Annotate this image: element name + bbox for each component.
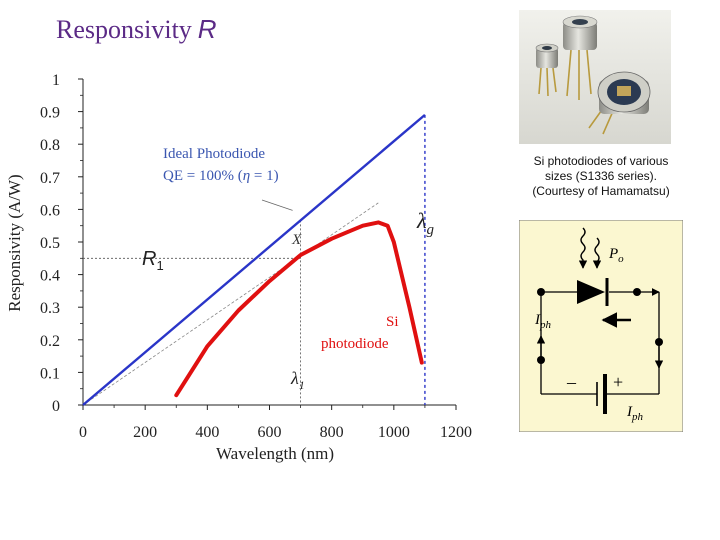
lambda-g-subscript: g <box>427 222 435 238</box>
photodiode-symbol-icon <box>577 278 609 306</box>
quantum-efficiency-label: QE = 100% (η = 1) <box>163 168 279 184</box>
lambda-symbol: λ <box>416 208 427 233</box>
si-label: Si <box>386 314 399 330</box>
chart-labels: Wavelength (nm) Responsivity (A/W) Ideal… <box>5 146 435 463</box>
y-tick-label: 0.2 <box>40 333 60 350</box>
current-subscript: ph <box>631 411 644 423</box>
chart-marks <box>82 113 426 406</box>
si-photodiode-curve <box>174 220 424 398</box>
lambda-1-label: λ1 <box>290 368 305 392</box>
x-marker-label: X <box>291 232 302 248</box>
circuit-node <box>537 288 545 296</box>
photodiode-circuit-diagram: Po Iph – + Iph <box>519 220 683 432</box>
photodiodes-illustration <box>519 10 671 144</box>
lambda-1-subscript: 1 <box>299 378 305 392</box>
circuit-background <box>519 220 683 432</box>
current-symbol: I <box>626 404 633 420</box>
loop-current-arrows-icon <box>536 335 664 369</box>
y-tick-label: 0.7 <box>40 170 60 187</box>
loop-current-label: Iph <box>626 404 644 423</box>
x-tick-label: 400 <box>195 424 219 441</box>
ideal-label-pointer <box>261 199 293 211</box>
slide-title: Responsivity R <box>56 14 217 45</box>
y-tick-label: 0.1 <box>40 365 60 382</box>
battery-minus-sign: – <box>566 372 577 392</box>
qe-text: QE = 100% ( <box>163 168 243 184</box>
photo-caption: Si photodiodes of various sizes (S1336 s… <box>516 154 686 199</box>
photodiodes-photo <box>519 10 671 144</box>
slide-title-text: Responsivity <box>56 15 192 44</box>
r1-subscript: 1 <box>156 258 163 273</box>
chart-ticks: 0 0.1 0.2 0.3 0.4 0.5 0.6 0.7 0.8 0.9 1 0 200 400 600 8… <box>40 72 472 441</box>
power-symbol: P <box>608 246 618 262</box>
photo-caption-line: Si photodiodes of various <box>533 154 669 168</box>
incident-power-label: Po <box>608 246 624 265</box>
qe-text-end: = 1) <box>250 168 278 184</box>
y-tick-label: 0 <box>52 398 60 415</box>
battery-symbol-icon <box>596 374 607 414</box>
r-symbol: R <box>142 248 156 270</box>
photo-caption-line: sizes (S1336 series). <box>544 169 658 183</box>
eta-symbol: η <box>243 168 250 184</box>
light-input-wavy-arrows-icon <box>578 227 602 269</box>
slide-title-symbol: R <box>197 14 217 44</box>
photocurrent-label: Iph <box>534 312 552 331</box>
x-tick-label: 600 <box>258 424 282 441</box>
y-tick-label: 0.3 <box>40 300 60 317</box>
lambda-symbol: λ <box>290 368 299 388</box>
reference-line <box>82 202 379 406</box>
ideal-photodiode-line <box>82 113 426 406</box>
circuit-node <box>633 288 641 296</box>
r1-label: R1 <box>142 248 164 273</box>
battery-plus-sign: + <box>613 372 623 392</box>
ideal-photodiode-label: Ideal Photodiode <box>163 146 265 162</box>
power-subscript: o <box>618 253 624 265</box>
x-tick-label: 200 <box>133 424 157 441</box>
current-subscript: ph <box>539 319 552 331</box>
x-tick-label: 1200 <box>440 424 472 441</box>
photo-caption-line: (Courtesy of Hamamatsu) <box>532 184 670 198</box>
si-photodiode-label: photodiode <box>321 336 389 352</box>
x-tick-label: 800 <box>320 424 344 441</box>
y-tick-label: 1 <box>52 72 60 89</box>
y-axis-label: Responsivity (A/W) <box>5 174 24 311</box>
y-tick-label: 0.6 <box>40 202 60 219</box>
y-tick-label: 0.4 <box>40 268 60 285</box>
current-symbol: I <box>534 312 541 328</box>
y-tick-label: 0.5 <box>40 235 60 252</box>
x-tick-label: 0 <box>79 424 87 441</box>
lambda-g-label: λg <box>416 208 435 238</box>
x-axis-label: Wavelength (nm) <box>216 444 334 463</box>
y-tick-label: 0.8 <box>40 137 60 154</box>
y-tick-label: 0.9 <box>40 105 60 122</box>
responsivity-chart: 0 0.1 0.2 0.3 0.4 0.5 0.6 0.7 0.8 0.9 1 0 200 400 600 8… <box>5 72 472 463</box>
x-tick-label: 1000 <box>378 424 410 441</box>
